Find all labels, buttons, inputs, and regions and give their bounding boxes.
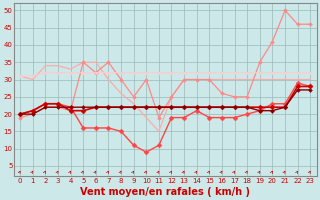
X-axis label: Vent moyen/en rafales ( km/h ): Vent moyen/en rafales ( km/h ) bbox=[80, 187, 250, 197]
